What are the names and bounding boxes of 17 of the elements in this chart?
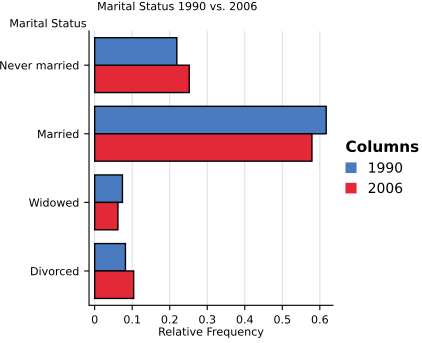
y-tick-label: Divorced	[31, 266, 78, 276]
x-tick-label: 0.5	[274, 315, 290, 324]
x-tick-label: 0.3	[199, 315, 216, 324]
x-tick-label: 0.2	[162, 315, 178, 324]
y-tick-label: Widowed	[29, 198, 78, 207]
y-axis-title: Marital Status	[10, 18, 86, 28]
y-tick-label: Never married	[0, 60, 78, 70]
x-tick-label: 0	[92, 315, 98, 324]
chart-title: Marital Status 1990 vs. 2006	[98, 2, 257, 10]
legend-label: 2006	[368, 182, 402, 194]
x-tick-label: 0.4	[236, 315, 253, 324]
x-tick-label: 0.6	[312, 315, 328, 324]
legend-title: Columns	[346, 140, 418, 152]
y-tick-label: Married	[38, 130, 78, 138]
x-axis-title: Relative Frequency	[159, 327, 264, 338]
legend-label: 1990	[369, 162, 402, 173]
x-tick-label: 0.1	[124, 315, 140, 324]
